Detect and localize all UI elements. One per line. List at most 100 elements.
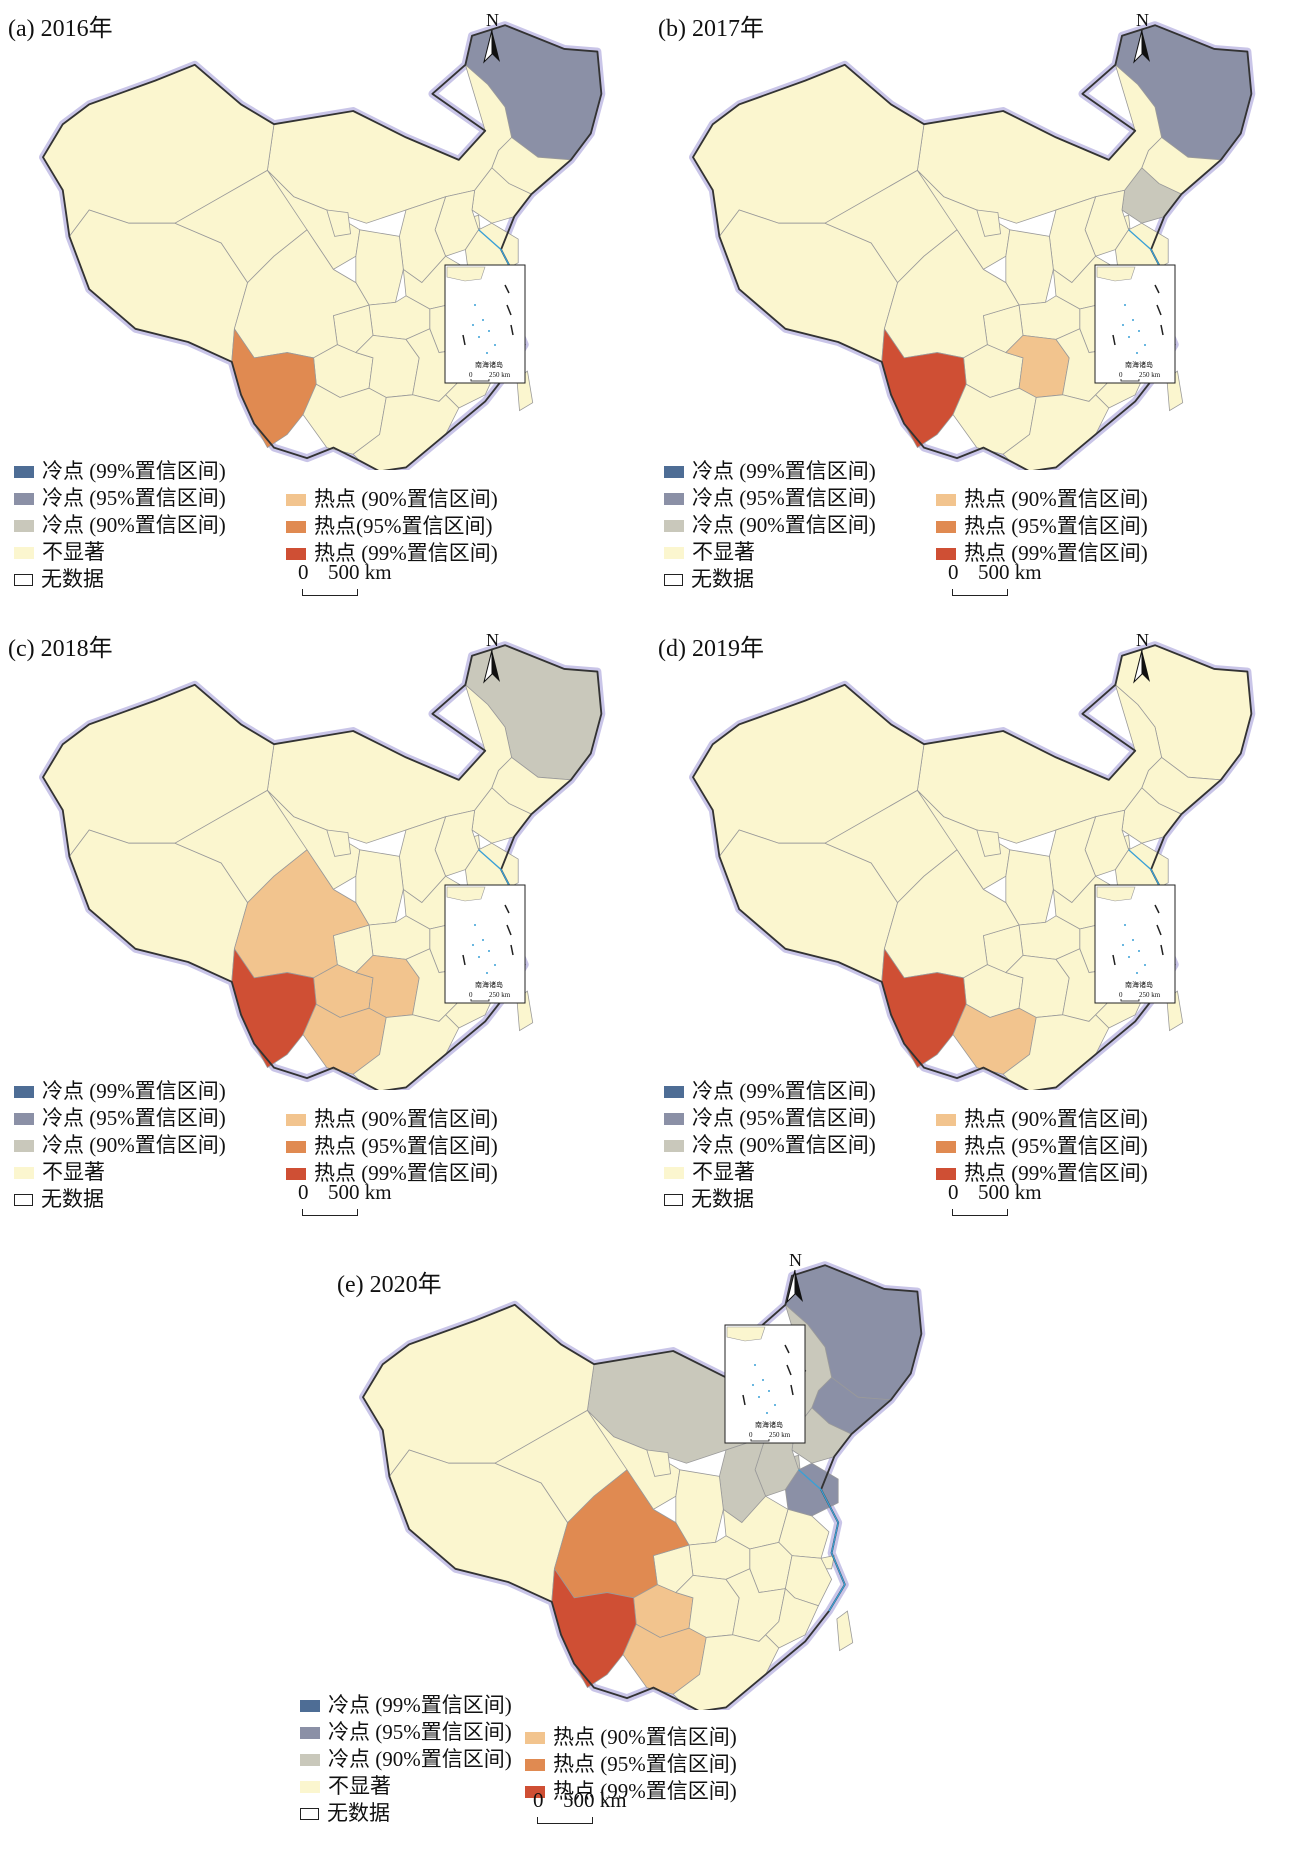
- legend-item-cold-99: 冷点 (99%置信区间): [664, 458, 876, 485]
- legend-item-not-significant: 不显著: [664, 1159, 876, 1186]
- legend-swatch: [300, 1726, 320, 1739]
- inset-scale-zero: 0: [469, 991, 473, 999]
- panel-title: (a) 2016年: [8, 16, 113, 42]
- legend-label: 无数据: [41, 1187, 104, 1211]
- legend-hot: 热点 (90%置信区间) 热点 (95%置信区间) 热点 (99%置信区间): [936, 1106, 1148, 1187]
- inset-scale-value: 250 km: [769, 1431, 791, 1439]
- legend-swatch: [14, 1193, 33, 1206]
- legend-label: 冷点 (99%置信区间): [692, 459, 876, 483]
- scale-line: [952, 1209, 1008, 1216]
- map-panel-c: (c) 2018年 N 南海诸岛 0 250 km 冷点 (99%置信区间) 冷点 (95%…: [0, 620, 650, 1240]
- legend-item-cold-99: 冷点 (99%置信区间): [300, 1692, 512, 1719]
- legend-item-cold-95: 冷点 (95%置信区间): [300, 1719, 512, 1746]
- legend-label: 热点(95%置信区间): [314, 514, 493, 538]
- legend-swatch: [664, 465, 684, 478]
- legend-swatch: [664, 519, 684, 532]
- legend-item-hot-95: 热点 (95%置信区间): [525, 1751, 737, 1778]
- north-label: N: [1136, 10, 1149, 30]
- legend-swatch: [300, 1807, 319, 1820]
- legend-item-no-data: 无数据: [14, 566, 226, 593]
- scale-zero: 0: [948, 1180, 959, 1204]
- scale-zero: 0: [948, 560, 959, 584]
- legend-item-hot-95: 热点(95%置信区间): [286, 513, 498, 540]
- legend-label: 无数据: [691, 1187, 754, 1211]
- legend-item-no-data: 无数据: [664, 1186, 876, 1213]
- legend-item-hot-90: 热点 (90%置信区间): [286, 1106, 498, 1133]
- legend-item-no-data: 无数据: [664, 566, 876, 593]
- inset-title: 南海诸岛: [475, 980, 503, 989]
- legend-item-hot-90: 热点 (90%置信区间): [936, 486, 1148, 513]
- legend-label: 冷点 (99%置信区间): [42, 459, 226, 483]
- inset-scale-zero: 0: [1119, 371, 1123, 379]
- scale-zero: 0: [533, 1788, 544, 1812]
- legend-item-hot-99: 热点 (99%置信区间): [286, 540, 498, 567]
- legend-label: 无数据: [327, 1801, 390, 1825]
- legend-swatch: [14, 1166, 34, 1179]
- legend-item-cold-95: 冷点 (95%置信区间): [664, 1105, 876, 1132]
- legend-item-not-significant: 不显著: [14, 1159, 226, 1186]
- inset-scale-zero: 0: [469, 371, 473, 379]
- legend-swatch: [286, 520, 306, 533]
- legend-label: 热点 (90%置信区间): [314, 487, 498, 511]
- inset-scale-value: 250 km: [1139, 371, 1161, 379]
- north-label: N: [486, 630, 499, 650]
- legend-label: 热点 (99%置信区间): [553, 1779, 737, 1803]
- legend-swatch: [300, 1780, 320, 1793]
- legend-swatch: [664, 1166, 684, 1179]
- legend-label: 不显著: [42, 540, 105, 564]
- legend-label: 冷点 (95%置信区间): [42, 486, 226, 510]
- legend-item-hot-90: 热点 (90%置信区间): [525, 1724, 737, 1751]
- legend-label: 热点 (99%置信区间): [314, 541, 498, 565]
- scale-value: 500 km: [978, 1180, 1042, 1204]
- province-shaanxi: [1005, 229, 1054, 306]
- inset-scale-value: 250 km: [489, 371, 511, 379]
- legend-hot: 热点 (90%置信区间) 热点 (95%置信区间) 热点 (99%置信区间): [936, 486, 1148, 567]
- legend-item-hot-99: 热点 (99%置信区间): [936, 540, 1148, 567]
- province-shaanxi: [355, 229, 404, 306]
- scale-value: 500 km: [328, 560, 392, 584]
- scale-value: 500 km: [328, 1180, 392, 1204]
- legend-item-cold-90: 冷点 (90%置信区间): [14, 512, 226, 539]
- legend-label: 不显著: [42, 1160, 105, 1184]
- scale-line: [302, 589, 358, 596]
- north-arrow-icon: N: [1133, 630, 1150, 684]
- legend-swatch: [664, 492, 684, 505]
- legend-label: 冷点 (99%置信区间): [42, 1079, 226, 1103]
- legend-swatch: [664, 546, 684, 559]
- legend-swatch: [14, 573, 33, 586]
- legend-label: 无数据: [41, 567, 104, 591]
- legend-swatch: [14, 1112, 34, 1125]
- legend-swatch: [286, 547, 306, 560]
- legend-label: 冷点 (99%置信区间): [328, 1693, 512, 1717]
- legend-item-not-significant: 不显著: [300, 1773, 512, 1800]
- panel-title: (e) 2020年: [337, 1272, 442, 1298]
- legend-swatch: [14, 546, 34, 559]
- legend-item-hot-95: 热点 (95%置信区间): [936, 513, 1148, 540]
- province-ningxia: [326, 829, 352, 857]
- panel-title: (d) 2019年: [658, 636, 764, 662]
- legend-cold: 冷点 (99%置信区间) 冷点 (95%置信区间) 冷点 (90%置信区间) 不显著无…: [300, 1692, 512, 1827]
- scale-bar: 0 500 km: [298, 1180, 408, 1216]
- legend-item-hot-95: 热点 (95%置信区间): [286, 1133, 498, 1160]
- legend-swatch: [664, 1139, 684, 1152]
- legend-swatch: [936, 1140, 956, 1153]
- province-ningxia: [976, 209, 1002, 237]
- legend-swatch: [14, 465, 34, 478]
- scale-zero: 0: [298, 560, 309, 584]
- legend-item-hot-99: 热点 (99%置信区间): [936, 1160, 1148, 1187]
- province-ningxia: [976, 829, 1002, 857]
- legend-swatch: [300, 1753, 320, 1766]
- legend-item-no-data: 无数据: [300, 1800, 512, 1827]
- legend-item-cold-99: 冷点 (99%置信区间): [14, 1078, 226, 1105]
- legend-item-no-data: 无数据: [14, 1186, 226, 1213]
- legend-label: 冷点 (90%置信区间): [692, 513, 876, 537]
- north-label: N: [1136, 630, 1149, 650]
- legend-swatch: [286, 1113, 306, 1126]
- legend-label: 热点 (90%置信区间): [553, 1725, 737, 1749]
